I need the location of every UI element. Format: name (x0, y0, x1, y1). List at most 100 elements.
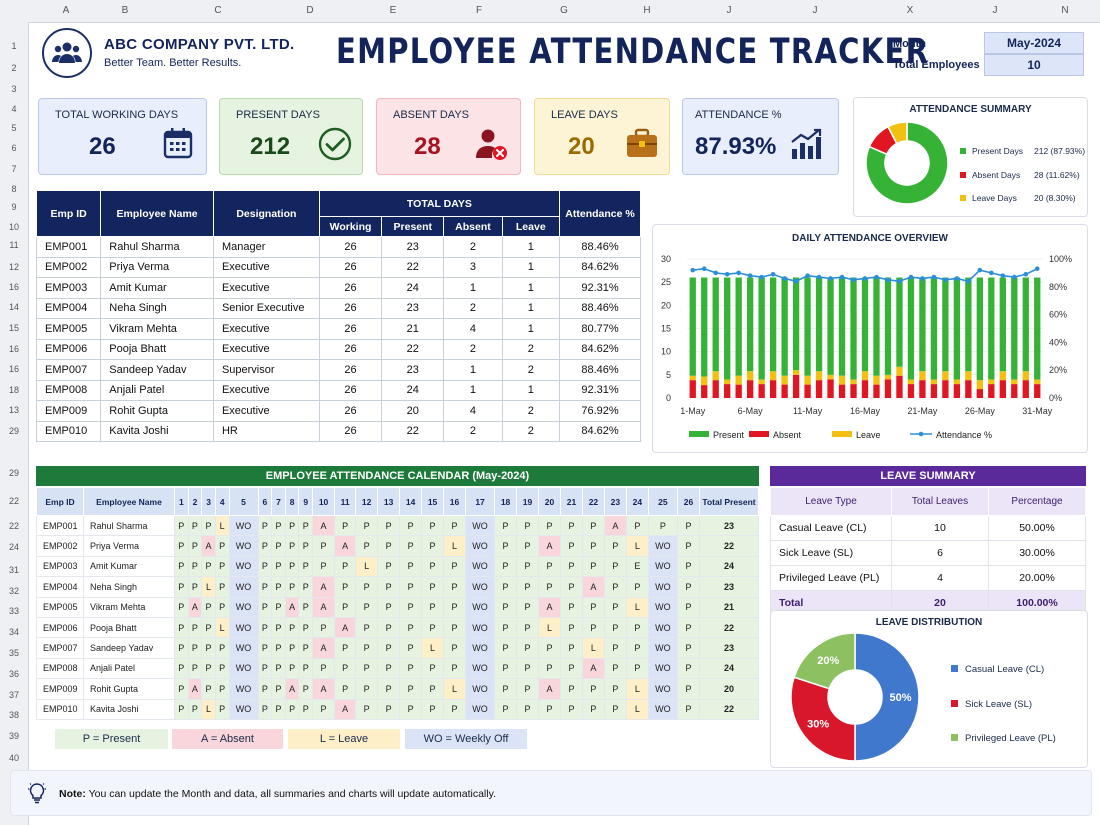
calendar-day-cell[interactable]: P (187, 616, 203, 639)
calendar-day-cell[interactable]: L (201, 576, 216, 598)
calendar-total-present[interactable]: 20 (699, 678, 759, 700)
calendar-day-cell[interactable]: P (559, 576, 583, 598)
calendar-day-cell[interactable]: P (257, 698, 273, 720)
calendar-day-cell[interactable]: P (271, 637, 286, 659)
leave-cell[interactable]: 20.00% (988, 565, 1086, 591)
table-cell[interactable]: EMP004 (35, 297, 102, 319)
calendar-day-cell[interactable]: P (538, 576, 561, 598)
calendar-day-cell[interactable]: P (516, 678, 540, 700)
calendar-day-cell[interactable]: A (312, 514, 336, 537)
table-cell[interactable]: 22 (381, 420, 445, 442)
calendar-day-cell[interactable]: A (334, 535, 357, 557)
calendar-day-cell[interactable]: P (201, 596, 216, 618)
table-cell[interactable]: EMP001 (35, 236, 102, 258)
calendar-day-cell[interactable]: P (559, 698, 583, 720)
calendar-day-cell[interactable]: WO (228, 535, 259, 557)
calendar-day-cell[interactable]: P (443, 657, 467, 680)
calendar-day-cell[interactable]: A (538, 678, 561, 700)
calendar-day-cell[interactable]: P (214, 698, 230, 720)
table-cell[interactable]: EMP005 (35, 318, 102, 340)
table-cell[interactable]: 22 (381, 256, 445, 278)
calendar-day-cell[interactable]: WO (465, 514, 496, 537)
calendar-emp-id[interactable]: EMP006 (36, 616, 84, 639)
calendar-day-cell[interactable]: P (214, 535, 230, 557)
calendar-day-cell[interactable]: P (676, 596, 701, 618)
calendar-day-cell[interactable]: P (399, 657, 423, 680)
calendar-day-cell[interactable]: E (625, 555, 649, 578)
calendar-total-present[interactable]: 22 (699, 616, 759, 639)
row-header[interactable]: 8 (11, 184, 17, 194)
calendar-day-cell[interactable]: P (284, 698, 300, 720)
calendar-day-cell[interactable]: P (377, 535, 401, 557)
calendar-day-cell[interactable]: P (443, 596, 467, 618)
calendar-day-cell[interactable]: P (257, 657, 273, 680)
calendar-day-cell[interactable]: P (494, 576, 518, 598)
calendar-day-cell[interactable]: L (625, 678, 649, 700)
column-header[interactable]: H (643, 5, 651, 16)
column-header[interactable]: C (214, 5, 222, 16)
calendar-day-cell[interactable]: P (257, 535, 273, 557)
calendar-day-cell[interactable]: P (443, 637, 467, 659)
calendar-day-cell[interactable]: P (676, 698, 701, 720)
calendar-day-cell[interactable]: P (214, 596, 230, 618)
calendar-day-cell[interactable]: P (516, 657, 540, 680)
calendar-day-cell[interactable]: P (187, 576, 203, 598)
calendar-day-cell[interactable]: P (516, 576, 540, 598)
calendar-day-cell[interactable]: P (187, 514, 203, 537)
calendar-day-cell[interactable]: P (257, 616, 273, 639)
calendar-day-cell[interactable]: P (676, 514, 701, 537)
calendar-day-cell[interactable]: P (377, 678, 401, 700)
table-cell[interactable]: 2 (443, 297, 503, 319)
calendar-day-cell[interactable]: A (334, 616, 357, 639)
calendar-day-cell[interactable]: P (201, 657, 216, 680)
calendar-total-present[interactable]: 23 (699, 637, 759, 659)
calendar-day-cell[interactable]: P (298, 535, 314, 557)
table-cell[interactable]: 4 (443, 400, 503, 422)
calendar-day-cell[interactable]: P (494, 698, 518, 720)
calendar-day-cell[interactable]: P (271, 678, 286, 700)
calendar-day-cell[interactable]: A (312, 596, 336, 618)
calendar-emp-name[interactable]: Sandeep Yadav (83, 637, 175, 659)
calendar-day-cell[interactable]: P (201, 555, 216, 578)
table-cell[interactable]: 1 (443, 359, 503, 381)
calendar-day-cell[interactable]: P (187, 555, 203, 578)
table-cell[interactable]: Rahul Sharma (100, 236, 214, 258)
calendar-day-cell[interactable]: P (334, 555, 357, 578)
table-cell[interactable]: 88.46% (559, 359, 641, 381)
calendar-day-cell[interactable]: P (312, 698, 336, 720)
row-header[interactable]: 10 (8, 222, 19, 232)
table-cell[interactable]: 88.46% (559, 297, 641, 319)
table-cell[interactable]: 2 (501, 338, 561, 360)
calendar-day-cell[interactable]: L (214, 514, 230, 537)
row-header[interactable]: 2 (11, 63, 17, 73)
calendar-day-cell[interactable]: P (284, 535, 300, 557)
calendar-emp-id[interactable]: EMP008 (36, 657, 84, 680)
calendar-day-cell[interactable]: WO (647, 678, 678, 700)
calendar-day-cell[interactable]: P (443, 555, 467, 578)
calendar-day-cell[interactable]: P (603, 555, 627, 578)
table-cell[interactable]: 23 (381, 236, 445, 258)
calendar-day-cell[interactable]: P (581, 535, 605, 557)
row-header[interactable]: 4 (11, 104, 17, 114)
calendar-day-cell[interactable]: P (559, 535, 583, 557)
calendar-day-cell[interactable]: P (603, 616, 627, 639)
row-header[interactable]: 1 (11, 41, 17, 51)
row-header[interactable]: 36 (8, 669, 19, 679)
calendar-day-cell[interactable]: P (421, 616, 445, 639)
calendar-day-cell[interactable]: P (271, 576, 286, 598)
calendar-day-cell[interactable]: P (377, 596, 401, 618)
calendar-day-cell[interactable]: P (312, 657, 336, 680)
leave-cell[interactable]: Sick Leave (SL) (770, 540, 892, 566)
column-header[interactable]: N (1061, 5, 1069, 16)
calendar-day-cell[interactable]: WO (465, 596, 496, 618)
calendar-emp-name[interactable]: Vikram Mehta (83, 596, 175, 618)
column-header[interactable]: B (121, 5, 129, 16)
table-cell[interactable]: EMP010 (35, 420, 102, 442)
row-header[interactable]: 3 (11, 84, 17, 94)
table-cell[interactable]: 2 (443, 236, 503, 258)
column-header[interactable]: A (62, 5, 70, 16)
calendar-day-cell[interactable]: A (312, 576, 336, 598)
calendar-day-cell[interactable]: P (201, 678, 216, 700)
calendar-day-cell[interactable]: P (312, 535, 336, 557)
table-cell[interactable]: 20 (381, 400, 445, 422)
